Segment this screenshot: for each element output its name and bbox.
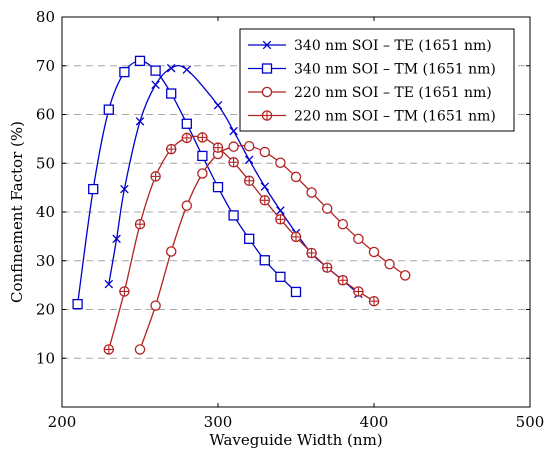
series-3-point-12: [306, 187, 317, 198]
series-4-point-3: [134, 218, 146, 230]
x-tick-label-300: 300: [204, 413, 233, 431]
series-2-point-1: [72, 298, 83, 310]
series-3: [134, 140, 411, 355]
series-2-point-14: [275, 271, 286, 282]
y-tick-label-60: 60: [36, 106, 55, 124]
series-3-point-11: [290, 171, 302, 183]
series-1-point-9: [229, 126, 238, 136]
series-2-point-9: [197, 150, 208, 162]
y-tick-label-70: 70: [36, 57, 55, 75]
series-3-point-16: [368, 246, 380, 258]
series-3-point-1: [134, 344, 146, 355]
series-1-point-10: [244, 155, 254, 165]
series-4-point-11: [259, 195, 271, 206]
series-4-line: [108, 135, 375, 350]
tick-layer: 10 20 30 40 50 60 70 80 200 300 400 500: [36, 8, 544, 431]
y-tick-label-20: 20: [36, 301, 55, 319]
series-3-point-2: [150, 300, 161, 311]
legend-item-3: 220 nm SOI – TE (1651 nm): [248, 85, 492, 101]
series-layer: [72, 55, 411, 355]
series-4-point-1: [103, 344, 115, 355]
legend-label-4: 220 nm SOI – TM (1651 nm): [294, 109, 496, 125]
series-2-point-12: [244, 233, 255, 244]
series-4-point-12: [275, 214, 286, 225]
series-4-point-9: [228, 157, 239, 168]
legend-marker-2: [261, 63, 273, 74]
legend-item-4: 220 nm SOI – TM (1651 nm): [248, 109, 496, 125]
series-4-point-10: [243, 175, 255, 187]
series-1-point-4: [135, 117, 145, 126]
series-3-point-10: [275, 157, 286, 169]
series-2: [72, 55, 302, 310]
legend-box: [239, 28, 515, 132]
legend-item-1: 340 nm SOI – TE (1651 nm): [248, 38, 492, 54]
y-tick-label-50: 50: [36, 154, 55, 172]
series-4-point-5: [165, 143, 177, 155]
series-2-point-15: [290, 286, 302, 298]
series-4-point-18: [368, 295, 380, 307]
series-3-point-13: [321, 203, 333, 214]
series-1-point-8: [213, 100, 223, 110]
series-1-point-2: [112, 234, 121, 244]
x-axis-label: Waveguide Width (nm): [209, 431, 382, 449]
y-tick-label-80: 80: [36, 8, 55, 26]
series-1-point-7: [182, 65, 192, 74]
series-1-point-3: [120, 184, 129, 194]
series-2-point-3: [103, 104, 114, 115]
series-2-point-13: [259, 255, 270, 266]
series-1-point-5: [151, 80, 160, 90]
series-4: [103, 132, 380, 355]
series-2-point-10: [212, 181, 224, 193]
series-3-line: [139, 144, 406, 350]
series-3-point-8: [243, 140, 255, 152]
series-2-point-11: [228, 210, 239, 221]
series-4-point-7: [197, 132, 208, 143]
legend-marker-4: [261, 110, 273, 121]
x-tick-label-400: 400: [360, 413, 389, 431]
legend-label-2: 340 nm SOI – TM (1651 nm): [294, 62, 496, 78]
legend-item-2: 340 nm SOI – TM (1651 nm): [248, 62, 496, 78]
series-4-point-13: [290, 231, 302, 243]
series-1-point-11: [260, 182, 270, 191]
series-4-point-16: [337, 274, 349, 286]
legend-label-3: 220 nm SOI – TE (1651 nm): [294, 85, 492, 101]
x-tick-label-500: 500: [516, 413, 545, 431]
series-2-point-8: [181, 118, 192, 129]
y-tick-label-40: 40: [36, 203, 55, 221]
y-tick-label-30: 30: [36, 252, 55, 270]
legend-marker-3: [261, 86, 273, 98]
series-3-point-7: [228, 141, 239, 152]
x-tick-label-200: 200: [48, 413, 77, 431]
series-3-point-4: [181, 200, 193, 211]
legend-marker-1: [262, 40, 272, 50]
series-2-point-4: [119, 66, 130, 78]
series-2-point-5: [134, 55, 146, 67]
series-4-point-14: [306, 247, 317, 259]
series-1-point-12: [276, 206, 285, 215]
series-1-point-1: [104, 279, 114, 289]
series-3-point-17: [384, 258, 395, 270]
series-4-point-4: [150, 171, 161, 182]
series-2-point-7: [166, 88, 177, 99]
y-tick-label-10: 10: [36, 349, 55, 367]
series-4-point-2: [119, 286, 130, 297]
series-3-point-3: [165, 246, 177, 257]
series-3-point-18: [399, 270, 411, 281]
series-3-point-5: [197, 168, 208, 179]
series-2-point-6: [150, 65, 161, 76]
series-3-point-14: [337, 218, 349, 230]
legend-label-1: 340 nm SOI – TE (1651 nm): [294, 38, 492, 54]
series-2-point-2: [88, 183, 99, 195]
series-4-point-15: [321, 262, 333, 273]
series-4-point-17: [353, 286, 364, 297]
legend: 340 nm SOI – TE (1651 nm) 340 nm SOI – TM…: [239, 28, 515, 132]
series-1-point-6: [166, 63, 176, 73]
y-axis-label: Confinement Factor (%): [8, 121, 26, 303]
series-3-point-15: [353, 233, 364, 245]
series-4-point-8: [212, 142, 224, 153]
series-3-point-9: [259, 146, 271, 158]
series-4-point-6: [181, 132, 193, 144]
